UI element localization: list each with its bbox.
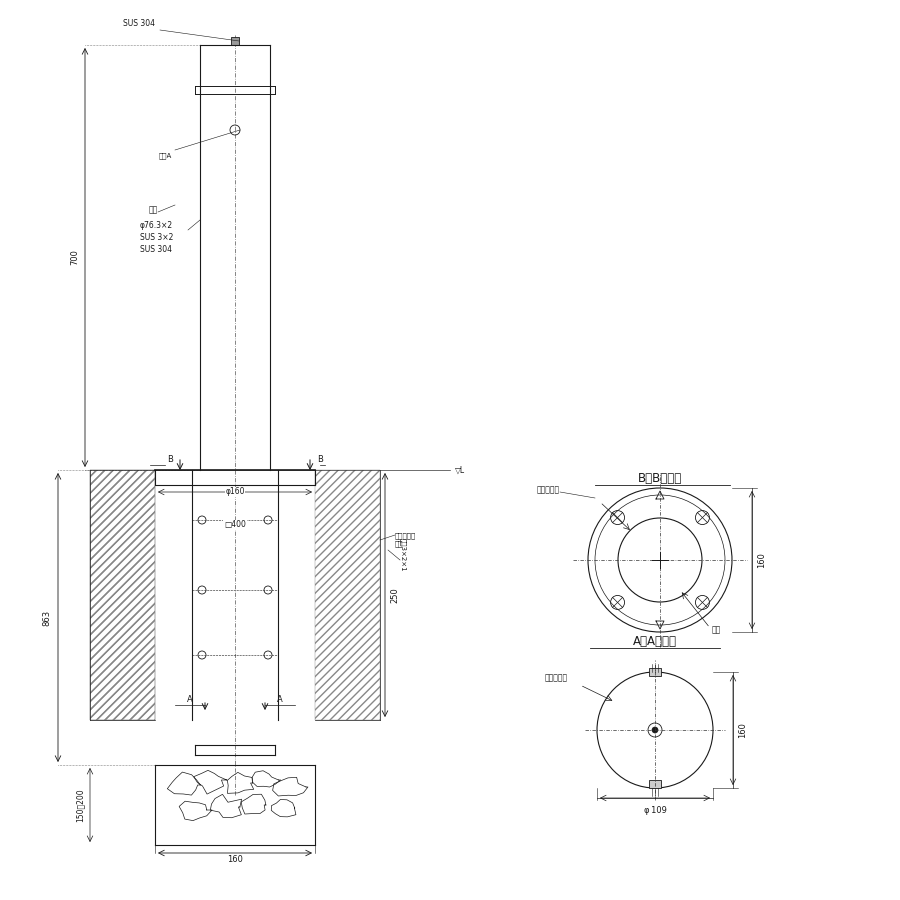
Text: A: A <box>277 695 283 704</box>
Text: SUS 3×2: SUS 3×2 <box>140 233 174 242</box>
Text: スパイラル
鋼管: スパイラル 鋼管 <box>395 533 416 546</box>
Text: ▽L: ▽L <box>455 465 465 474</box>
Text: アルミ鑄物: アルミ鑄物 <box>537 485 560 494</box>
Text: 250: 250 <box>391 587 400 603</box>
Text: A: A <box>187 695 193 704</box>
Bar <box>649 668 661 676</box>
Text: 支柱: 支柱 <box>712 625 721 634</box>
Text: ゴムA: ゴムA <box>158 152 172 158</box>
Text: φ76.3×2: φ76.3×2 <box>140 221 173 230</box>
Text: 150～200: 150～200 <box>76 788 85 822</box>
Text: 鋼管3×2×1: 鋼管3×2×1 <box>400 538 407 572</box>
Circle shape <box>652 727 658 733</box>
Text: A－A　断面: A－A 断面 <box>633 635 677 648</box>
Bar <box>649 780 661 788</box>
Text: 支柱: 支柱 <box>148 205 158 214</box>
Text: □400: □400 <box>224 520 246 529</box>
Text: φ160: φ160 <box>225 488 245 497</box>
Text: 700: 700 <box>70 249 79 266</box>
Text: SUS 304: SUS 304 <box>123 19 155 28</box>
Text: SUS 304: SUS 304 <box>140 245 172 254</box>
Bar <box>231 37 239 45</box>
Text: 160: 160 <box>757 552 766 568</box>
Text: 160: 160 <box>227 854 243 863</box>
Text: B－B　矢視: B－B 矢視 <box>638 472 682 485</box>
Text: アルミ鑄物: アルミ鑄物 <box>545 673 568 682</box>
Text: B: B <box>317 455 323 464</box>
Text: 863: 863 <box>42 609 51 626</box>
Text: 160: 160 <box>738 722 747 738</box>
Text: B: B <box>167 455 173 464</box>
Text: φ 109: φ 109 <box>644 806 666 815</box>
